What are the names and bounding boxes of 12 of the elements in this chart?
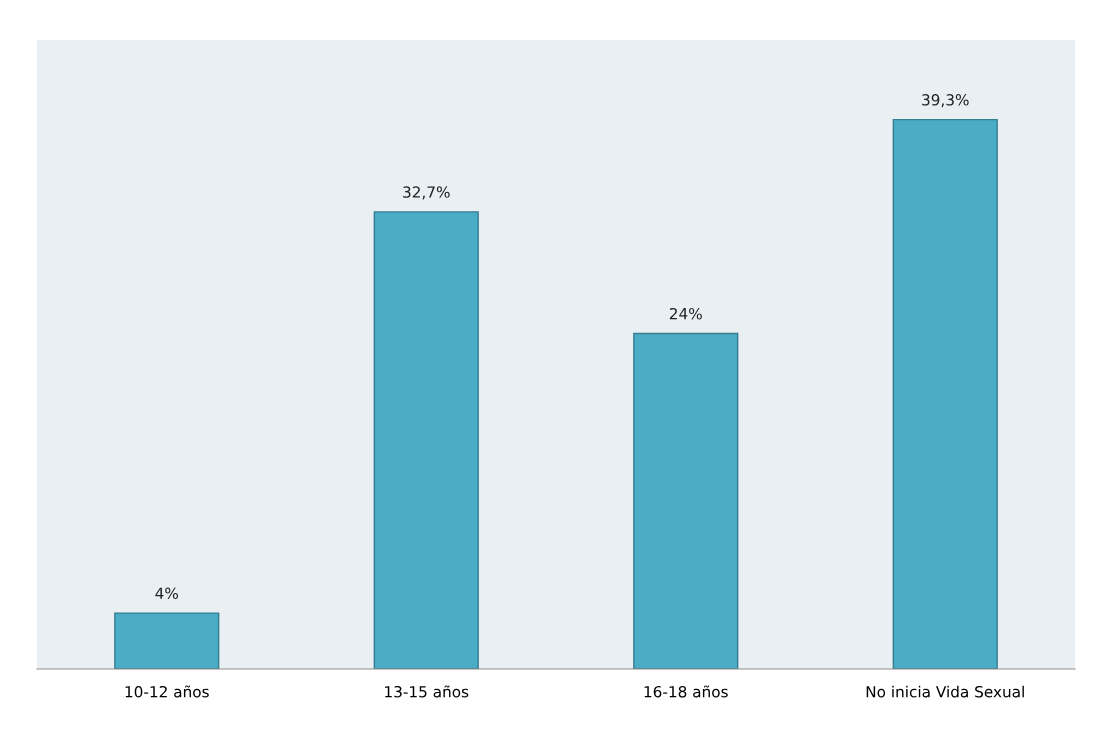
x-tick-label: 13-15 años — [385, 685, 469, 698]
data-label: 32,7% — [403, 186, 450, 200]
x-tick-label: 10-12 años — [125, 685, 209, 698]
data-label: 4% — [155, 587, 179, 600]
bar — [892, 118, 998, 669]
bar — [633, 332, 739, 669]
x-tick-label: No inicia Vida Sexual — [866, 685, 1024, 698]
data-label: 39,3% — [922, 94, 969, 108]
data-label: 24% — [669, 307, 702, 320]
bar — [114, 612, 220, 669]
x-tick-label: 16-18 años — [644, 685, 728, 698]
bar — [373, 211, 479, 669]
